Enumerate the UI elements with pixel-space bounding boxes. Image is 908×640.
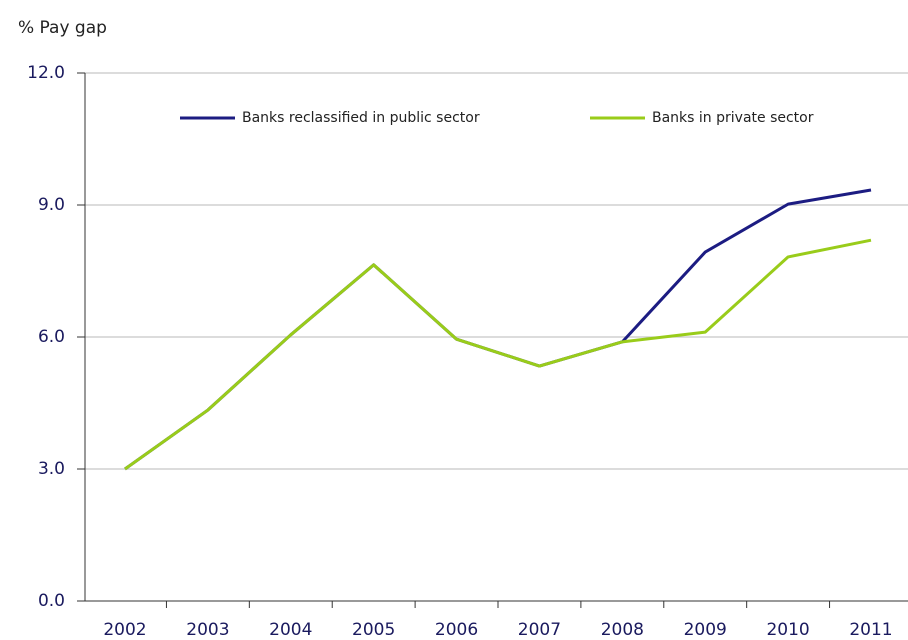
- x-tick-label: 2002: [103, 620, 146, 640]
- x-tick-label: 2009: [684, 620, 727, 640]
- line-series: [124, 188, 872, 471]
- x-tick-label: 2003: [186, 620, 229, 640]
- x-tick-label: 2011: [849, 620, 892, 640]
- x-tick-label: 2008: [601, 620, 644, 640]
- x-tick-label: 2006: [435, 620, 478, 640]
- y-tick-label: 12.0: [27, 63, 65, 83]
- y-tick-label: 6.0: [38, 327, 65, 347]
- x-tick-label: 2007: [518, 620, 561, 640]
- legend-label: Banks reclassified in public sector: [242, 110, 480, 126]
- y-axis-label: % Pay gap: [18, 18, 107, 38]
- y-tick-label: 3.0: [38, 459, 65, 479]
- legend-label: Banks in private sector: [652, 110, 814, 126]
- x-tick-label: 2004: [269, 620, 312, 640]
- y-tick-label: 9.0: [38, 195, 65, 215]
- x-tick-label: 2005: [352, 620, 395, 640]
- line-series: [124, 238, 872, 471]
- x-tick-label: 2010: [766, 620, 809, 640]
- y-tick-label: 0.0: [38, 591, 65, 611]
